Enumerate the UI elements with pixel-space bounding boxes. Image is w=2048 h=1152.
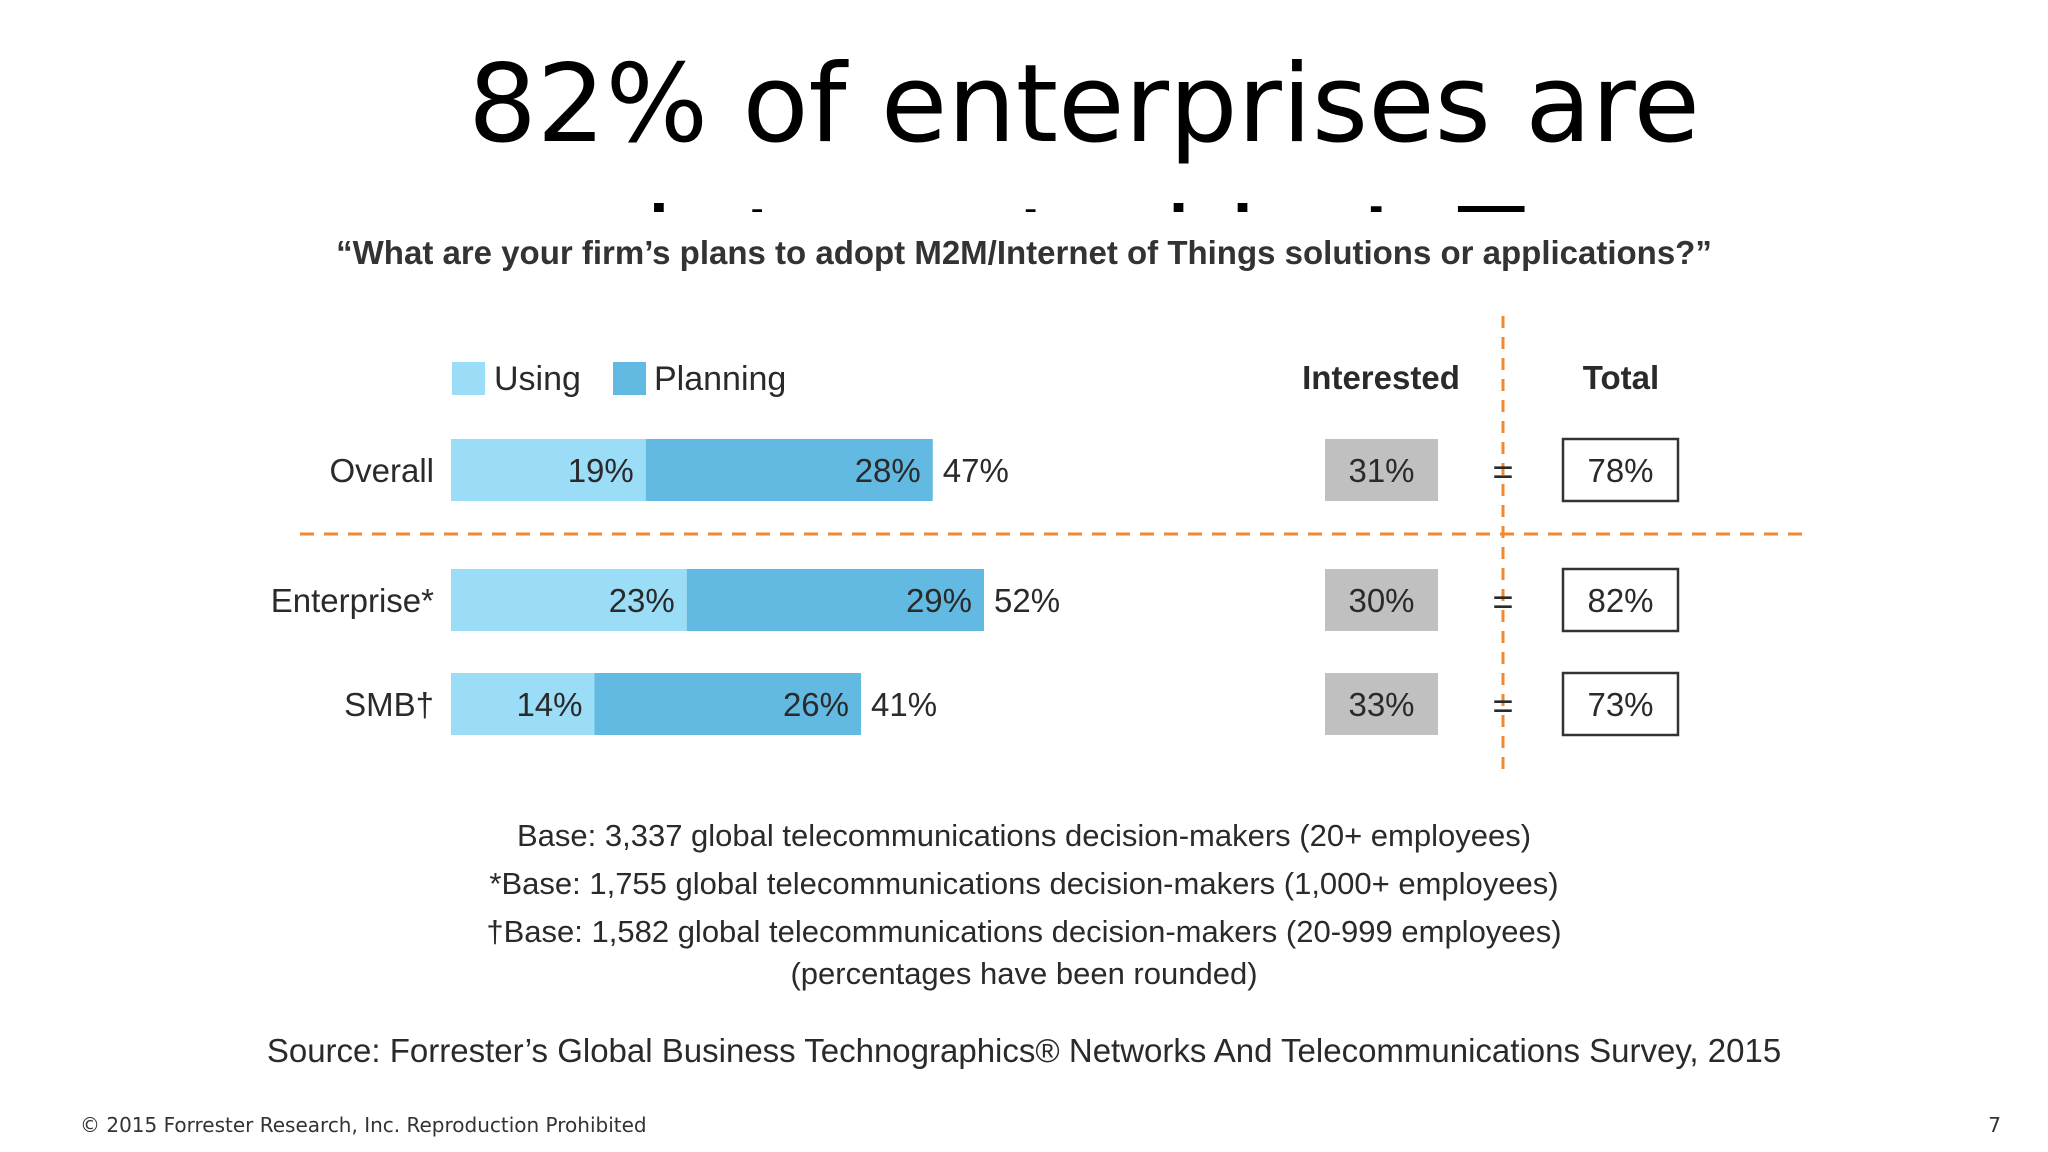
bar-label-using-enterprise: 23% <box>609 582 675 619</box>
bar-using-smb <box>451 673 595 735</box>
chart-source: Source: Forrester’s Global Business Tech… <box>266 1032 1782 1069</box>
interested-value-enterprise: 30% <box>1348 582 1414 619</box>
page-number: 7 <box>1988 1113 2001 1137</box>
category-label-overall: Overall <box>329 452 434 489</box>
stack-total-overall: 47% <box>943 452 1009 489</box>
stack-total-enterprise: 52% <box>994 582 1060 619</box>
bar-planning-overall <box>645 439 933 501</box>
bar-label-planning-smb: 26% <box>783 686 849 723</box>
total-box-enterprise <box>1561 567 1680 633</box>
total-value-smb: 73% <box>1587 686 1653 723</box>
interested-box-overall <box>1325 439 1438 501</box>
interested-value-overall: 31% <box>1348 452 1414 489</box>
category-label-enterprise: Enterprise* <box>271 582 434 619</box>
bar-planning-enterprise <box>686 569 984 631</box>
footer-copyright: © 2015 Forrester Research, Inc. Reproduc… <box>80 1113 647 1137</box>
chart-panel: “What are your firm’s plans to adopt M2M… <box>0 212 2048 1092</box>
bar-label-using-overall: 19% <box>568 452 634 489</box>
note-base-enterprise: *Base: 1,755 global telecommunications d… <box>489 866 1559 901</box>
total-value-enterprise: 82% <box>1587 582 1653 619</box>
legend-swatch-planning <box>613 362 646 395</box>
total-box-smb <box>1561 671 1680 737</box>
chart-question: “What are your firm’s plans to adopt M2M… <box>336 234 1712 271</box>
bar-label-using-smb: 14% <box>516 686 582 723</box>
bar-using-overall <box>451 439 646 501</box>
chart-svg: Using Planning Interested Total Overall 19% 28… <box>271 316 1808 772</box>
note-base-smb: †Base: 1,582 global telecommunications d… <box>486 914 1562 949</box>
slide-title: 82% of enterprises are interested in IoT <box>0 0 2048 212</box>
slide-title-text: 82% of enterprises are interested in IoT <box>468 42 1700 212</box>
header-interested: Interested <box>1302 359 1460 396</box>
header-total: Total <box>1583 359 1659 396</box>
interested-value-smb: 33% <box>1348 686 1414 723</box>
interested-box-enterprise <box>1325 569 1438 631</box>
legend-label-using: Using <box>494 360 581 398</box>
note-rounding: (percentages have been rounded) <box>790 956 1258 991</box>
note-base-overall: Base: 3,337 global telecommunications de… <box>516 818 1532 853</box>
equals-sign-enterprise: = <box>1492 581 1513 622</box>
bar-label-planning-enterprise: 29% <box>906 582 972 619</box>
category-label-smb: SMB† <box>344 686 434 723</box>
equals-sign-overall: = <box>1492 451 1513 492</box>
legend-swatch-using <box>452 362 485 395</box>
interested-box-smb <box>1325 673 1438 735</box>
equals-sign-smb: = <box>1492 685 1513 726</box>
stack-total-smb: 41% <box>871 686 937 723</box>
total-box-overall <box>1561 437 1680 503</box>
legend-label-planning: Planning <box>654 360 786 398</box>
bar-label-planning-overall: 28% <box>855 452 921 489</box>
bar-using-enterprise <box>451 569 687 631</box>
total-value-overall: 78% <box>1587 452 1653 489</box>
bar-planning-smb <box>594 673 861 735</box>
